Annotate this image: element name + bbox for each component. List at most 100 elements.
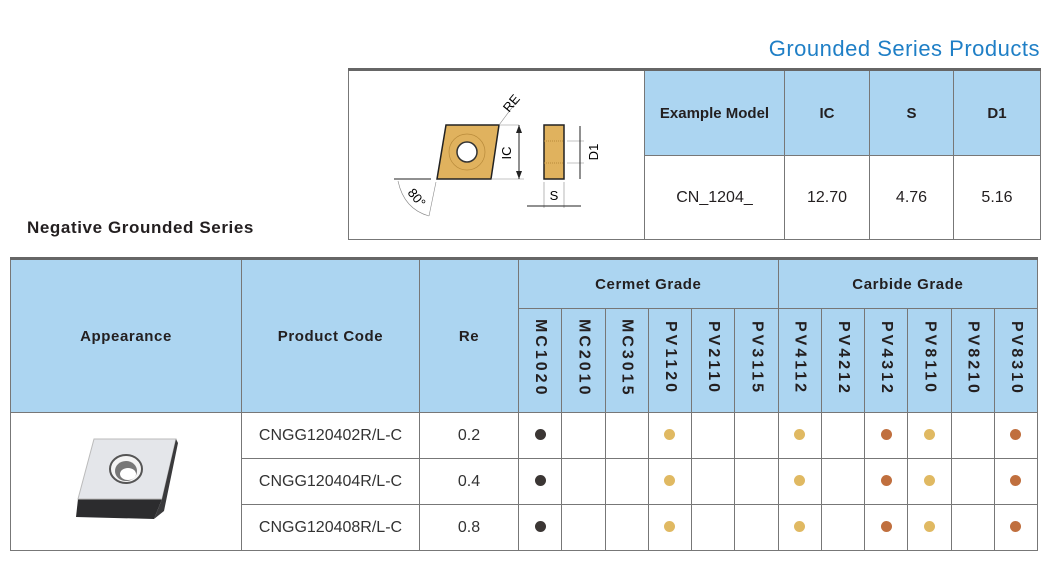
grade-label: PV8210 [964, 321, 982, 396]
grade-cell [907, 504, 952, 551]
grade-cell [777, 504, 822, 551]
grade-label: MC3015 [618, 319, 636, 398]
yellow-dot-icon [794, 474, 806, 486]
grade-table: Appearance Product Code Re Cermet Grade … [10, 257, 1039, 551]
grade-header-pv4112: PV4112 [777, 308, 822, 413]
grade-cell [734, 458, 779, 505]
re-value: 0.2 [419, 412, 519, 459]
insert-photo [76, 438, 178, 519]
product-code: CNGG120402R/L-C [241, 412, 420, 459]
grade-cell [864, 458, 909, 505]
grade-cell [517, 458, 563, 505]
header-carbide-grade: Carbide Grade [777, 258, 1039, 309]
grade-cell [864, 504, 909, 551]
grade-cell [777, 412, 822, 459]
grade-header-pv8110: PV8110 [907, 308, 952, 413]
yellow-dot-icon [923, 428, 935, 440]
grade-label: PV8310 [1007, 321, 1025, 396]
ic-label: IC [499, 147, 514, 160]
col-ic: IC [784, 68, 870, 157]
re-value: 0.4 [419, 458, 519, 505]
yellow-dot-icon [923, 474, 935, 486]
col-example-model: Example Model [644, 68, 785, 157]
grade-cell [690, 504, 736, 551]
grade-cell [647, 412, 693, 459]
black-dot-icon [534, 428, 546, 440]
grade-header-pv2110: PV2110 [690, 308, 736, 413]
grade-cell [604, 458, 649, 505]
example-model-value: CN_1204_ [644, 155, 785, 240]
product-code: CNGG120404R/L-C [241, 458, 420, 505]
grade-header-pv8210: PV8210 [950, 308, 995, 413]
insert-diagram-cell: IC RE 80° D1 S [348, 69, 645, 240]
grade-label: PV4112 [791, 321, 809, 396]
grade-label: PV8110 [921, 321, 939, 396]
brown-dot-icon [1010, 428, 1022, 440]
grade-cell [864, 412, 909, 459]
header-product-code: Product Code [241, 258, 420, 413]
grade-cell [993, 458, 1039, 505]
grade-cell [604, 412, 649, 459]
s-value: 4.76 [869, 155, 954, 240]
grade-label: PV4212 [834, 321, 852, 396]
grade-header-pv1120: PV1120 [647, 308, 693, 413]
grade-header-pv8310: PV8310 [993, 308, 1039, 413]
grade-header-pv3115: PV3115 [734, 308, 779, 413]
grade-label: PV3115 [748, 321, 766, 396]
col-d1: D1 [953, 68, 1041, 157]
grade-cell [561, 504, 606, 551]
re-value: 0.8 [419, 504, 519, 551]
grade-cell [604, 504, 649, 551]
brown-dot-icon [880, 428, 892, 440]
grade-cell [517, 412, 563, 459]
yellow-dot-icon [794, 428, 806, 440]
table-row: CNGG120408R/L-C 0.8 [11, 504, 1039, 551]
grade-header-mc2010: MC2010 [561, 308, 606, 413]
yellow-dot-icon [794, 520, 806, 532]
grade-label: PV1120 [661, 321, 679, 396]
product-code: CNGG120408R/L-C [241, 504, 420, 551]
appearance-image-cell [10, 412, 242, 551]
grade-cell [690, 412, 736, 459]
grade-header-pv4312: PV4312 [864, 308, 909, 413]
brown-dot-icon [880, 520, 892, 532]
s-label: S [550, 188, 559, 203]
grade-cell [734, 504, 779, 551]
grade-cell [561, 412, 606, 459]
col-s: S [869, 68, 954, 157]
section-title: Negative Grounded Series [27, 218, 254, 237]
grade-cell [647, 458, 693, 505]
grade-label: MC2010 [575, 319, 593, 398]
grade-cell [820, 504, 866, 551]
table-row: CNGG120402R/L-C 0.2 [10, 412, 1039, 551]
brown-dot-icon [1010, 520, 1022, 532]
grade-cell [734, 412, 779, 459]
grade-cell [820, 412, 866, 459]
d1-value: 5.16 [953, 155, 1041, 240]
grade-cell [820, 458, 866, 505]
d1-label: D1 [586, 144, 601, 161]
page-title: Grounded Series Products [768, 36, 1040, 61]
grade-header-mc3015: MC3015 [604, 308, 649, 413]
angle-label: 80° [405, 185, 429, 210]
grade-cell [907, 412, 952, 459]
yellow-dot-icon [664, 520, 676, 532]
brown-dot-icon [1010, 474, 1022, 486]
black-dot-icon [534, 474, 546, 486]
header-re: Re [419, 258, 519, 413]
grade-cell [950, 458, 995, 505]
grade-cell [647, 504, 693, 551]
yellow-dot-icon [923, 520, 935, 532]
grade-header-pv4212: PV4212 [820, 308, 866, 413]
brown-dot-icon [880, 474, 892, 486]
grade-cell [561, 458, 606, 505]
ic-value: 12.70 [784, 155, 870, 240]
grade-label: PV4312 [878, 321, 896, 396]
grade-cell [950, 412, 995, 459]
re-label: RE [500, 91, 523, 115]
grade-label: MC1020 [532, 319, 550, 398]
grade-cell [993, 504, 1039, 551]
grade-cell [690, 458, 736, 505]
grade-cell [993, 412, 1039, 459]
header-appearance: Appearance [10, 258, 242, 413]
